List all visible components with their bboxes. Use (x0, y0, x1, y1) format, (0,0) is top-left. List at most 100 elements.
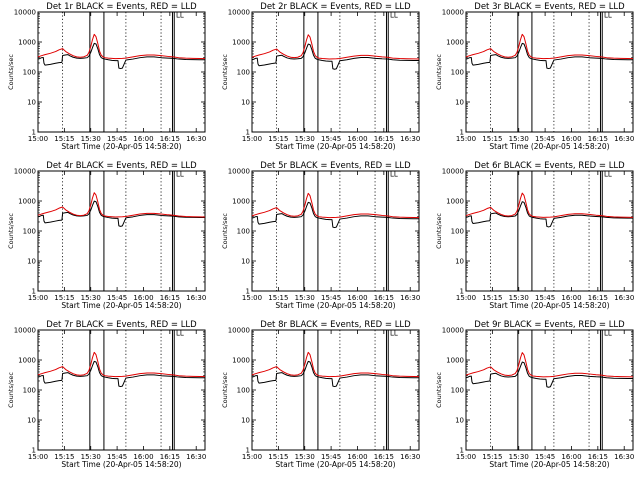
x-tick-label: 16:00 (347, 294, 367, 302)
x-tick-label: 16:30 (614, 294, 634, 302)
series-events (251, 43, 419, 70)
y-tick-label: 1000 (18, 39, 36, 47)
series-lld (465, 352, 634, 378)
y-axis-label: Counts/sec (435, 213, 443, 249)
lld-annotation: LL (176, 12, 184, 20)
y-axis-label: Counts/sec (7, 372, 15, 408)
x-axis-label: Start Time (20-Apr-05 14:58:20) (61, 142, 181, 151)
y-tick-label: 1 (32, 129, 36, 137)
x-tick-label: 16:30 (186, 135, 206, 143)
series-events (37, 42, 205, 70)
panel-1: Det 1r BLACK = Events, RED = LLD 1 10 100 10… (7, 2, 206, 151)
y-axis-label: Counts/sec (221, 54, 229, 90)
y-tick-label: 10 (241, 417, 250, 425)
y-tick-label: 10000 (14, 9, 36, 17)
series-events (251, 201, 419, 229)
x-tick-label: 15:45 (321, 294, 341, 302)
x-tick-label: 16:00 (347, 453, 367, 461)
y-tick-label: 1 (32, 447, 36, 455)
y-tick-label: 1000 (446, 39, 464, 47)
x-tick-label: 16:00 (133, 135, 153, 143)
x-axis-label: Start Time (20-Apr-05 14:58:20) (275, 142, 395, 151)
x-tick-label: 15:00 (456, 135, 476, 143)
x-axis-label: Start Time (20-Apr-05 14:58:20) (61, 460, 181, 469)
lld-annotation: LL (604, 12, 612, 20)
y-tick-label: 1000 (232, 198, 250, 206)
y-tick-label: 1 (32, 288, 36, 296)
y-tick-label: 10000 (442, 9, 464, 17)
x-tick-label: 15:45 (535, 294, 555, 302)
panel-title: Det 7r BLACK = Events, RED = LLD (46, 320, 197, 330)
y-tick-label: 1 (460, 129, 464, 137)
panel-9: Det 9r BLACK = Events, RED = LLD 1 10 100 10… (435, 320, 634, 469)
x-tick-label: 15:00 (28, 135, 48, 143)
panel-title: Det 8r BLACK = Events, RED = LLD (260, 320, 411, 330)
plot-frame (37, 170, 206, 292)
panel-title: Det 9r BLACK = Events, RED = LLD (474, 320, 625, 330)
y-tick-label: 10000 (442, 168, 464, 176)
x-tick-label: 16:00 (561, 294, 581, 302)
x-tick-label: 16:30 (400, 135, 420, 143)
lld-annotation: LL (604, 330, 612, 338)
y-tick-label: 10 (455, 258, 464, 266)
y-axis-label: Counts/sec (221, 372, 229, 408)
x-tick-label: 15:45 (107, 294, 127, 302)
lld-annotation: LL (176, 330, 184, 338)
x-tick-label: 16:15 (374, 135, 394, 143)
x-tick-label: 16:15 (374, 294, 394, 302)
lld-annotation: LL (390, 12, 398, 20)
y-tick-label: 1000 (446, 198, 464, 206)
y-axis-label: Counts/sec (221, 213, 229, 249)
x-tick-label: 15:30 (81, 453, 101, 461)
x-tick-label: 16:30 (186, 294, 206, 302)
lld-annotation: LL (390, 330, 398, 338)
panel-2: Det 2r BLACK = Events, RED = LLD 1 10 100 10… (221, 2, 420, 151)
y-tick-label: 10000 (228, 9, 250, 17)
x-tick-label: 16:30 (400, 453, 420, 461)
series-lld (37, 192, 206, 218)
x-tick-label: 16:00 (561, 135, 581, 143)
y-tick-label: 1000 (446, 357, 464, 365)
y-tick-label: 1000 (18, 357, 36, 365)
y-axis-label: Counts/sec (435, 372, 443, 408)
panel-title: Det 6r BLACK = Events, RED = LLD (474, 161, 625, 171)
panel-title: Det 4r BLACK = Events, RED = LLD (46, 161, 197, 171)
x-tick-label: 16:00 (347, 135, 367, 143)
x-tick-label: 15:30 (81, 135, 101, 143)
x-tick-label: 15:45 (535, 453, 555, 461)
x-tick-label: 16:00 (561, 453, 581, 461)
x-axis-label: Start Time (20-Apr-05 14:58:20) (489, 301, 609, 310)
x-tick-label: 15:45 (107, 135, 127, 143)
y-tick-label: 100 (23, 69, 36, 77)
y-tick-label: 1000 (18, 198, 36, 206)
x-tick-label: 15:15 (268, 453, 288, 461)
y-tick-label: 1 (246, 129, 250, 137)
x-tick-label: 15:30 (295, 135, 315, 143)
lld-annotation: LL (604, 171, 612, 179)
series-lld (465, 192, 634, 218)
y-tick-label: 100 (23, 387, 36, 395)
y-axis-label: Counts/sec (435, 54, 443, 90)
y-tick-label: 10 (455, 417, 464, 425)
x-tick-label: 15:15 (54, 453, 74, 461)
x-tick-label: 16:30 (614, 135, 634, 143)
series-lld (37, 351, 206, 378)
x-tick-label: 15:30 (81, 294, 101, 302)
y-tick-label: 100 (237, 387, 250, 395)
x-tick-label: 16:15 (588, 294, 608, 302)
series-events (465, 201, 633, 228)
x-tick-label: 15:00 (456, 294, 476, 302)
panel-title: Det 1r BLACK = Events, RED = LLD (46, 2, 197, 12)
series-events (37, 360, 205, 388)
x-tick-label: 16:30 (614, 453, 634, 461)
panel-title: Det 5r BLACK = Events, RED = LLD (260, 161, 411, 171)
x-tick-label: 16:15 (160, 453, 180, 461)
x-tick-label: 15:00 (28, 453, 48, 461)
plot-frame (465, 11, 634, 133)
y-tick-label: 100 (451, 387, 464, 395)
y-tick-label: 10 (455, 99, 464, 107)
plot-frame (37, 11, 206, 133)
lld-annotation: LL (176, 171, 184, 179)
series-events (37, 200, 205, 227)
